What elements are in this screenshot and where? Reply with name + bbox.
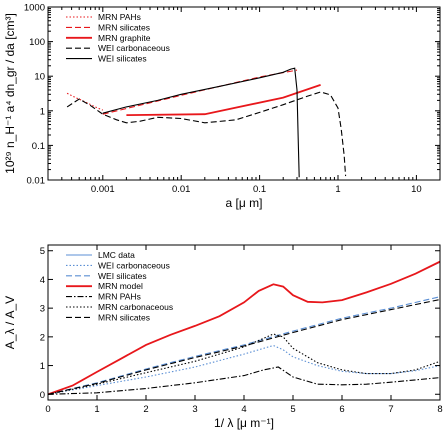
chart-1-legend-label: MRN PAHs	[98, 12, 141, 22]
chart-2-series-2	[48, 344, 440, 395]
chart-2-xtick-label: 6	[339, 404, 344, 415]
chart-1-series-1	[66, 92, 104, 111]
chart-1-ytick-label: 0.01	[27, 176, 46, 187]
chart-2-ytick-label: 3	[40, 304, 45, 315]
chart-2-xtick-label: 5	[290, 404, 295, 415]
chart-2-legend-label: MRN PAHs	[98, 292, 141, 302]
chart-2-ytick-label: 2	[40, 332, 45, 343]
chart-2-xlabel: 1/ λ [μ m⁻¹]	[214, 416, 274, 430]
chart-1-ytick-label: 10	[34, 72, 45, 83]
chart-2-xtick-label: 4	[241, 404, 246, 415]
chart-1-ytick-label: 1000	[24, 3, 45, 14]
chart-2-series-5	[48, 366, 440, 395]
chart-2-legend-label: MRN silicates	[98, 312, 150, 322]
chart-2-legend-label: MRN carbonaceous	[98, 302, 173, 312]
chart-2-xtick-label: 0	[45, 404, 50, 415]
chart-2-xtick-label: 7	[388, 404, 393, 415]
chart-1-series-3	[126, 84, 321, 116]
chart-1-frame	[47, 6, 441, 181]
chart-1-series-5	[102, 67, 300, 178]
chart-2-legend-label: MRN model	[98, 281, 143, 291]
chart-2-ytick-label: 4	[40, 275, 45, 286]
chart-1-legend-label: MRN silicates	[98, 22, 150, 32]
chart-2-ytick-label: 0	[40, 390, 45, 401]
chart-2-xtick-label: 3	[192, 404, 197, 415]
chart-1-series-4	[66, 91, 347, 177]
chart-1-xtick-label: 0.001	[91, 184, 115, 195]
chart-1-xtick-label: 1	[335, 184, 340, 195]
chart-2-ytick-label: 5	[40, 246, 45, 257]
chart-1-xtick-label: 10	[411, 184, 422, 195]
chart-2-series-4	[48, 260, 440, 396]
chart-2-series-7	[48, 298, 440, 395]
chart-2-legend-label: WEI carbonaceous	[98, 260, 170, 270]
chart-1-legend-label: WEI carbonaceous	[98, 43, 170, 53]
chart-2-xtick-label: 1	[94, 404, 99, 415]
chart-1-legend-label: MRN graphite	[98, 33, 151, 43]
chart-1-xlabel: a [μ m]	[226, 196, 263, 210]
chart-2-legend-label: LMC data	[98, 250, 135, 260]
chart-1-ytick-label: 0.1	[32, 141, 45, 152]
chart-2-series-6	[48, 333, 440, 395]
chart-1-xtick-label: 0.1	[253, 184, 266, 195]
chart-2-xtick-label: 2	[143, 404, 148, 415]
chart-1: 0.001 0.01 0.1 1 10 0.01 0.1 1 10 100 1000 a [μ m] 1…	[3, 3, 441, 210]
chart-1-ylabel: 10²⁹ n_H⁻¹ a⁴ dn_gr / da [cm³]	[3, 13, 17, 174]
chart-1-legend-label: WEI silicates	[98, 54, 147, 64]
chart-2-xtick-label: 8	[437, 404, 442, 415]
chart-2-legend-label: WEI silicates	[98, 271, 147, 281]
chart-1-ytick-label: 1	[40, 106, 45, 117]
chart-1-series-2	[102, 69, 298, 115]
chart-1-xtick-label: 0.01	[172, 184, 191, 195]
chart-2-ytick-label: 1	[40, 361, 45, 372]
chart-2-ylabel: A_λ / A_V	[3, 296, 17, 349]
chart-2-series-3	[48, 296, 440, 395]
chart-2: 0 1 2 3 4 5 6 7 8 0 1 2 3 4 5 1/ λ [μ m⁻¹] A_λ / A_V LMC …	[3, 244, 443, 430]
chart-1-ytick-label: 100	[29, 37, 45, 48]
